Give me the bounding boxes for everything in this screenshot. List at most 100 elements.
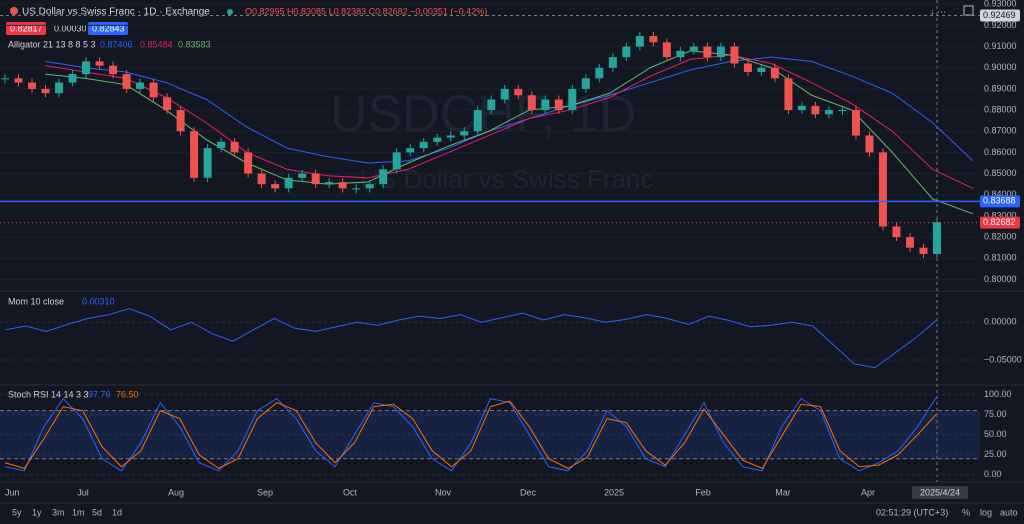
ohlc: O0.82995 H0.83085 L0.82383 C0.82682 −0.0… (245, 6, 487, 16)
watermark-symbol: USDCHF, 1D (330, 86, 636, 144)
alligator-line (44, 50, 974, 215)
price-tag (980, 195, 1020, 208)
range-button[interactable]: 5y (12, 507, 22, 517)
x-tick-label: Apr (861, 487, 875, 497)
legend-value: 0.87406 (100, 39, 133, 49)
price-tag-label: 0.92469 (983, 10, 1016, 20)
candle (82, 61, 91, 75)
candle (163, 97, 172, 111)
range-button[interactable]: 1d (112, 507, 122, 517)
x-tick-label: 2025/4/24 (920, 487, 960, 497)
candle (190, 131, 199, 178)
candle (500, 88, 509, 100)
watermark-name: US Dollar vs Swiss Franc (360, 164, 653, 194)
toolbar-log[interactable]: log (980, 507, 992, 517)
candle (811, 105, 820, 115)
y-tick-label: 0.80000 (984, 274, 1017, 284)
y-tick-label: 0.87000 (984, 126, 1017, 136)
spread: 0.00030 (54, 23, 87, 33)
y-tick-label: 0.92000 (984, 20, 1017, 30)
y-tick-label: 0.00000 (984, 317, 1017, 327)
x-tick-label: Nov (435, 487, 452, 497)
candle (905, 237, 914, 248)
y-tick-label: 0.88000 (984, 104, 1017, 114)
candle (406, 148, 415, 153)
candle (68, 74, 77, 83)
y-tick-label: 0.00 (984, 469, 1002, 479)
candle (595, 67, 604, 79)
candle (838, 110, 847, 112)
y-tick-label: 0.91000 (984, 41, 1017, 51)
ask: 0.82843 (92, 23, 125, 33)
x-tick-label: Mar (775, 487, 791, 497)
candle (743, 63, 752, 72)
candle (419, 141, 428, 149)
candle (703, 46, 712, 58)
candle (541, 99, 550, 111)
legend-title: Stoch RSI 14 14 3 3 (8, 389, 89, 399)
indicator-line (4, 308, 938, 369)
date-tag (912, 486, 968, 499)
indicator-line (4, 400, 938, 469)
legend-value: 76.50 (116, 389, 139, 399)
range-button[interactable]: 3m (52, 507, 65, 517)
candle (257, 173, 266, 185)
y-tick-label: 0.82000 (984, 231, 1017, 241)
x-tick-label: Sep (257, 487, 273, 497)
price-tag-label: 0.82682 (983, 217, 1016, 227)
candle (338, 182, 347, 189)
candle (203, 148, 212, 178)
toolbar-pct[interactable]: % (962, 507, 970, 517)
candle (1, 78, 9, 80)
candle (554, 99, 563, 111)
y-tick-label: 100.00 (984, 389, 1012, 399)
candle (851, 110, 860, 136)
candle (933, 222, 941, 255)
symbol-title[interactable]: US Dollar vs Swiss Franc · 1D · Exchange (22, 7, 210, 18)
candle (55, 82, 64, 94)
scroll-icon[interactable]: ↓ ⋯ (930, 6, 946, 16)
candle (284, 177, 293, 189)
x-tick-label: Feb (695, 487, 711, 497)
range-button[interactable]: 5d (92, 507, 102, 517)
candle (716, 46, 725, 58)
candle (757, 67, 766, 72)
candle (689, 46, 698, 51)
candle (311, 173, 320, 185)
candle (122, 74, 131, 89)
range-button[interactable]: 1y (32, 507, 42, 517)
settings-icon[interactable] (963, 5, 974, 16)
candle (662, 42, 671, 58)
candle (230, 141, 239, 153)
candle (298, 173, 307, 178)
toolbar-auto[interactable]: auto (1000, 507, 1018, 517)
alligator-line (44, 54, 974, 189)
candle (365, 184, 374, 189)
price-tag-label: 0.83688 (983, 196, 1016, 206)
candle (649, 35, 658, 43)
legend-value: 0.83583 (178, 39, 211, 49)
y-tick-label: −0.05000 (984, 354, 1022, 364)
candle (109, 65, 118, 75)
candle (919, 247, 928, 255)
y-tick-label: 0.85000 (984, 168, 1017, 178)
candle (149, 82, 158, 98)
y-tick-label: 75.00 (984, 409, 1007, 419)
candle (392, 152, 401, 170)
candle (217, 141, 226, 149)
y-tick-label: 0.83000 (984, 210, 1017, 220)
y-tick-label: 0.89000 (984, 83, 1017, 93)
y-tick-label: 0.86000 (984, 147, 1017, 157)
range-button[interactable]: 1m (72, 507, 85, 517)
candle (581, 78, 590, 89)
candle (271, 184, 280, 189)
candle (446, 135, 455, 138)
alligator-line (44, 56, 974, 164)
status-dot (227, 9, 233, 15)
candle (527, 95, 536, 111)
symbol-icon (10, 7, 18, 15)
candle (514, 88, 523, 96)
stoch-band (0, 410, 980, 459)
y-tick-label: 0.84000 (984, 189, 1017, 199)
